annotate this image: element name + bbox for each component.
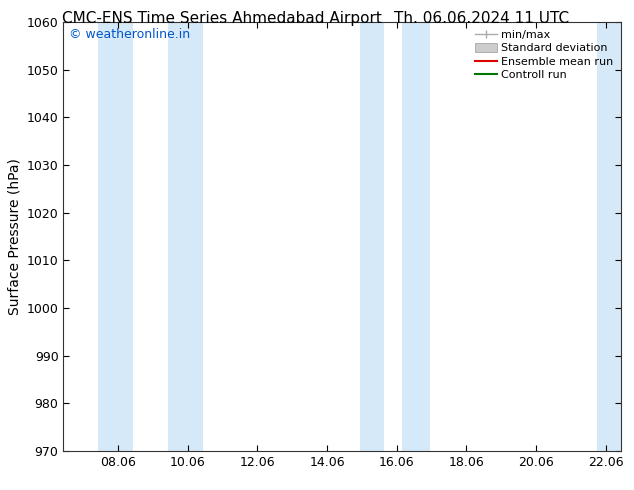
Bar <box>401 22 429 451</box>
Bar <box>168 22 203 451</box>
Bar <box>359 22 384 451</box>
Bar <box>98 22 133 451</box>
Bar <box>597 22 621 451</box>
Y-axis label: Surface Pressure (hPa): Surface Pressure (hPa) <box>7 158 21 315</box>
Legend: min/max, Standard deviation, Ensemble mean run, Controll run: min/max, Standard deviation, Ensemble me… <box>470 25 618 85</box>
Text: © weatheronline.in: © weatheronline.in <box>69 28 190 42</box>
Text: Th. 06.06.2024 11 UTC: Th. 06.06.2024 11 UTC <box>394 11 569 26</box>
Text: CMC-ENS Time Series Ahmedabad Airport: CMC-ENS Time Series Ahmedabad Airport <box>62 11 382 26</box>
